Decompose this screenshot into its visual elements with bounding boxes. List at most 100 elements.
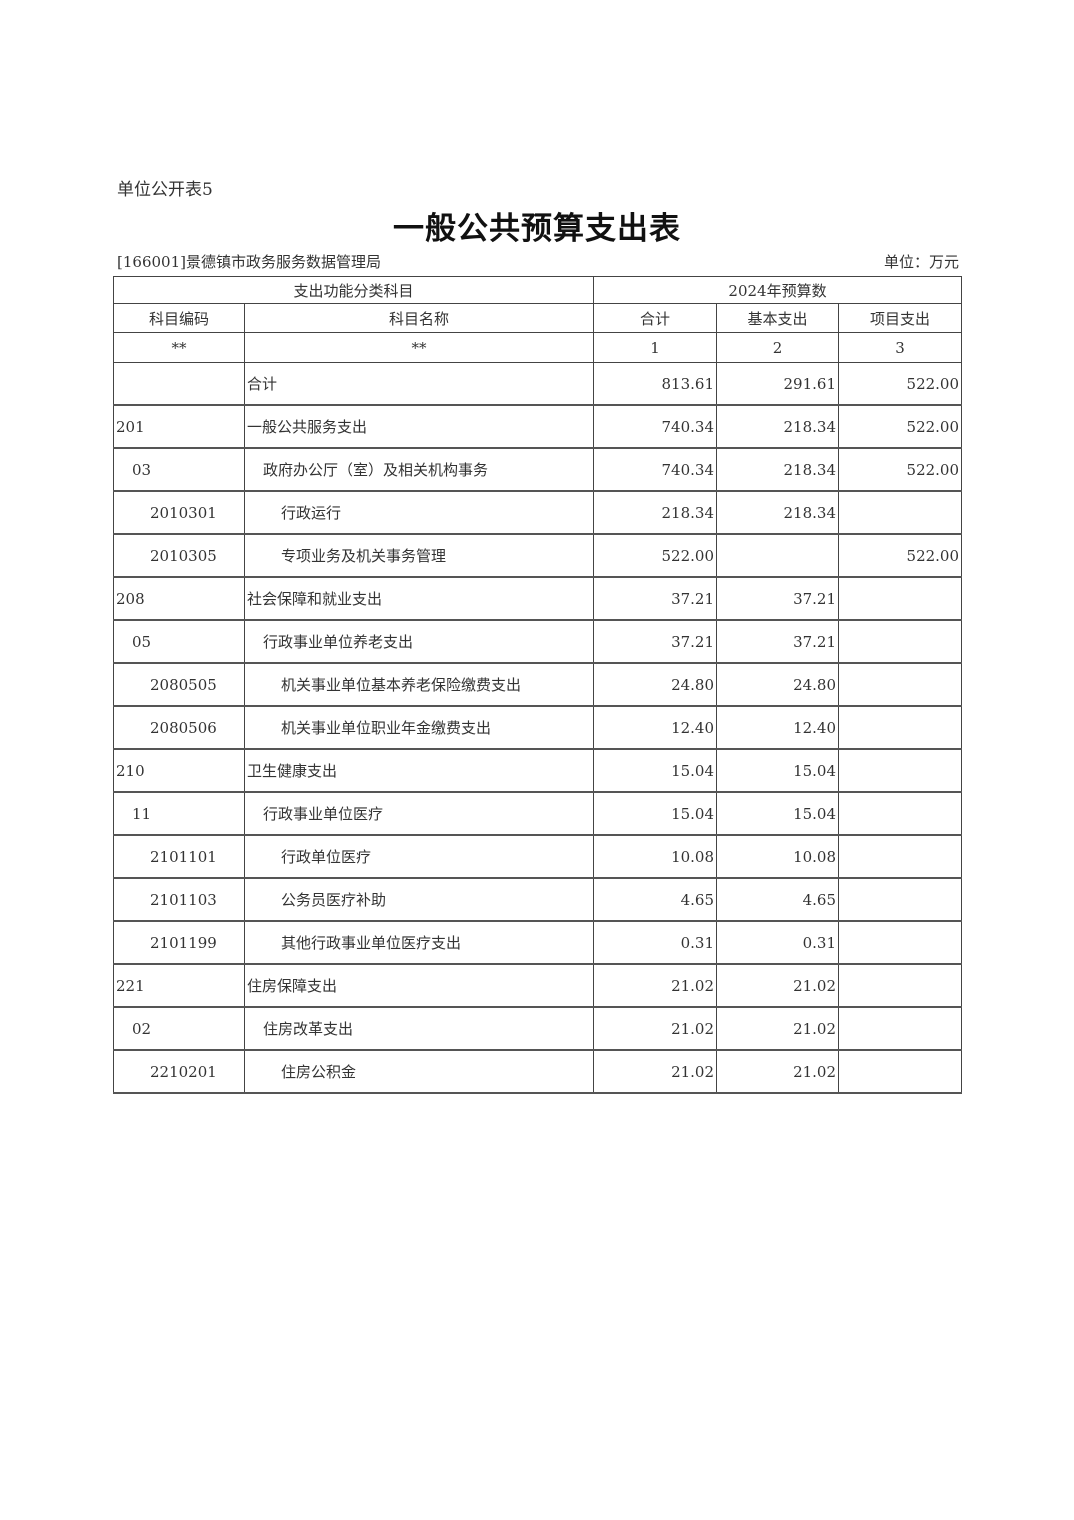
header-group-right: 2024年预算数 [593,276,963,304]
row-name: 住房公积金 [243,1049,595,1094]
row-name: 行政运行 [243,490,595,535]
row-project [838,490,963,535]
row-name: 机关事业单位职业年金缴费支出 [243,705,595,750]
row-project [838,963,963,1008]
header-total: 合计 [593,303,718,333]
row-basic: 0.31 [716,920,840,965]
row-basic: 21.02 [716,1049,840,1094]
row-code: 2080506 [113,705,245,750]
header-basic: 基本支出 [716,303,840,333]
table-row: 2080505 机关事业单位基本养老保险缴费支出 24.80 24.80 [113,662,963,707]
row-name: 卫生健康支出 [243,748,595,793]
row-project [838,619,963,664]
row-project: 522.00 [838,533,963,578]
header-index-row: ** ** 1 2 3 [113,332,963,363]
row-name: 住房改革支出 [243,1006,595,1051]
row-name: 政府办公厅（室）及相关机构事务 [243,447,595,492]
row-total: 12.40 [593,705,718,750]
table-row: 2101101 行政单位医疗 10.08 10.08 [113,834,963,879]
row-basic: 21.02 [716,1006,840,1051]
row-total: 21.02 [593,963,718,1008]
row-basic: 12.40 [716,705,840,750]
unit-label: 单位：万元 [883,253,959,271]
row-project [838,705,963,750]
table-row: 11 行政事业单位医疗 15.04 15.04 [113,791,963,836]
row-code: 2210201 [113,1049,245,1094]
organization-name: [166001]景德镇市政务服务数据管理局 [117,253,381,271]
row-basic: 15.04 [716,791,840,836]
row-total: 21.02 [593,1049,718,1094]
row-code: 2101103 [113,877,245,922]
budget-table: 支出功能分类科目 2024年预算数 科目编码 科目名称 合计 基本支出 项目支出… [112,276,963,1094]
row-code: 201 [113,404,245,449]
row-project [838,576,963,621]
row-total: 37.21 [593,619,718,664]
table-row: 05 行政事业单位养老支出 37.21 37.21 [113,619,963,664]
row-total: 4.65 [593,877,718,922]
index-total: 1 [593,332,718,363]
index-name: ** [243,332,595,363]
row-name: 机关事业单位基本养老保险缴费支出 [243,662,595,707]
index-code: ** [113,332,245,363]
row-basic: 291.61 [716,362,840,406]
header-name: 科目名称 [243,303,595,333]
row-project [838,791,963,836]
table-row: 221 住房保障支出 21.02 21.02 [113,963,963,1008]
row-project: 522.00 [838,447,963,492]
row-total: 740.34 [593,447,718,492]
row-name: 住房保障支出 [243,963,595,1008]
row-project: 522.00 [838,362,963,406]
row-total: 37.21 [593,576,718,621]
row-code: 2010305 [113,533,245,578]
row-code: 05 [113,619,245,664]
row-project: 522.00 [838,404,963,449]
table-row: 2010305 专项业务及机关事务管理 522.00 522.00 [113,533,963,578]
table-row: 2010301 行政运行 218.34 218.34 [113,490,963,535]
row-total: 15.04 [593,791,718,836]
row-name: 一般公共服务支出 [243,404,595,449]
index-project: 3 [838,332,963,363]
header-code: 科目编码 [113,303,245,333]
row-code [113,362,245,406]
header-group-left: 支出功能分类科目 [112,276,595,304]
row-code: 2101101 [113,834,245,879]
row-total: 10.08 [593,834,718,879]
row-name: 专项业务及机关事务管理 [243,533,595,578]
header-row: 科目编码 科目名称 合计 基本支出 项目支出 [113,303,963,333]
table-row: 2101103 公务员医疗补助 4.65 4.65 [113,877,963,922]
row-basic: 218.34 [716,447,840,492]
row-project [838,662,963,707]
index-basic: 2 [716,332,840,363]
row-name: 行政事业单位医疗 [243,791,595,836]
row-code: 03 [113,447,245,492]
row-basic: 218.34 [716,404,840,449]
table-row: 03 政府办公厅（室）及相关机构事务 740.34 218.34 522.00 [113,447,963,492]
row-total: 24.80 [593,662,718,707]
row-code: 208 [113,576,245,621]
row-code: 2080505 [113,662,245,707]
row-total: 21.02 [593,1006,718,1051]
table-row: 201 一般公共服务支出 740.34 218.34 522.00 [113,404,963,449]
header-project: 项目支出 [838,303,963,333]
table-row: 208 社会保障和就业支出 37.21 37.21 [113,576,963,621]
row-basic: 37.21 [716,576,840,621]
table-row: 2101199 其他行政事业单位医疗支出 0.31 0.31 [113,920,963,965]
sheet-label: 单位公开表5 [117,180,213,200]
row-project [838,877,963,922]
row-project [838,1006,963,1051]
table-row: 2080506 机关事业单位职业年金缴费支出 12.40 12.40 [113,705,963,750]
row-code: 11 [113,791,245,836]
row-basic: 4.65 [716,877,840,922]
row-code: 221 [113,963,245,1008]
row-name: 行政事业单位养老支出 [243,619,595,664]
table-row: 合计 813.61 291.61 522.00 [113,362,963,406]
header-group-row: 支出功能分类科目 2024年预算数 [112,276,963,304]
row-basic: 10.08 [716,834,840,879]
row-total: 218.34 [593,490,718,535]
row-total: 522.00 [593,533,718,578]
row-total: 813.61 [593,362,718,406]
row-basic: 21.02 [716,963,840,1008]
table-row: 02 住房改革支出 21.02 21.02 [113,1006,963,1051]
row-basic [716,533,840,578]
row-name: 公务员医疗补助 [243,877,595,922]
